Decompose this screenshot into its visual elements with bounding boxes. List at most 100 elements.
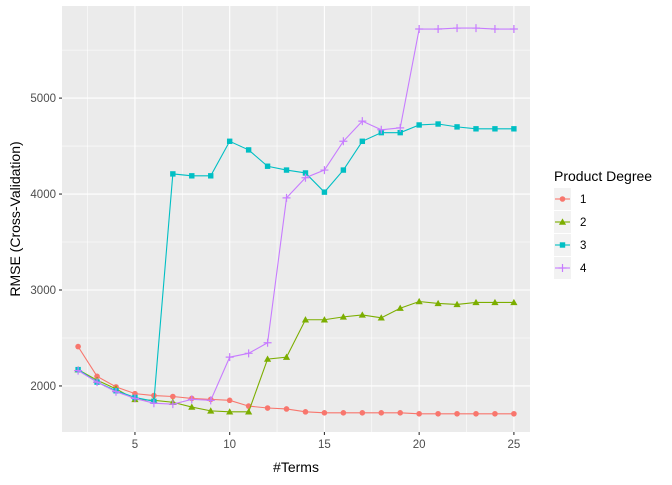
x-axis: 5 10 15 20 25 xyxy=(132,432,520,451)
legend-item-4: 4 xyxy=(554,257,587,279)
data-point-4 xyxy=(415,25,424,34)
data-point-4 xyxy=(282,193,291,202)
data-point-1 xyxy=(416,410,422,417)
series-4 xyxy=(74,24,518,409)
data-point-2 xyxy=(453,300,461,308)
data-point-4 xyxy=(263,338,272,347)
legend-label: 1 xyxy=(580,194,586,206)
legend-key-marker xyxy=(559,242,566,248)
data-point-4 xyxy=(472,24,480,33)
data-point-2 xyxy=(434,299,442,307)
legend-label: 4 xyxy=(580,263,587,275)
series-line-3 xyxy=(77,123,514,402)
data-point-1 xyxy=(264,405,271,411)
data-point-1 xyxy=(340,410,347,416)
data-point-3 xyxy=(264,163,271,169)
data-point-2 xyxy=(226,408,234,415)
data-point-4 xyxy=(453,24,462,33)
data-point-1 xyxy=(435,410,441,417)
data-point-3 xyxy=(208,173,214,179)
data-point-3 xyxy=(170,171,176,177)
data-point-3 xyxy=(454,124,460,130)
data-point-3 xyxy=(189,173,195,179)
x-tick-label: 25 xyxy=(507,439,520,451)
data-point-3 xyxy=(321,189,328,195)
legend-key-marker xyxy=(559,196,566,202)
data-point-1 xyxy=(454,410,460,417)
data-point-1 xyxy=(321,410,328,416)
data-point-3 xyxy=(397,129,403,136)
data-point-4 xyxy=(244,349,253,358)
data-point-4 xyxy=(225,353,234,362)
plot-panel xyxy=(62,6,530,432)
data-point-4 xyxy=(187,395,196,404)
data-point-3 xyxy=(511,126,517,132)
data-point-4 xyxy=(509,25,518,34)
data-point-3 xyxy=(435,121,441,127)
legend-items: 1 2 3 4 xyxy=(554,188,587,279)
data-point-1 xyxy=(302,409,309,415)
y-axis-title: RMSE (Cross-Validation) xyxy=(7,141,23,296)
data-point-2 xyxy=(188,403,196,410)
y-tick-label: 4000 xyxy=(30,189,56,201)
data-point-4 xyxy=(339,137,348,146)
data-point-4 xyxy=(168,400,177,409)
data-point-4 xyxy=(358,117,367,126)
data-point-1 xyxy=(473,410,479,417)
legend-key-marker xyxy=(558,218,567,225)
data-point-1 xyxy=(170,393,176,400)
y-tick-label: 5000 xyxy=(30,93,56,105)
y-tick-label: 2000 xyxy=(30,381,56,393)
series-layer xyxy=(74,24,518,417)
data-point-3 xyxy=(226,138,233,144)
legend-title: Product Degree xyxy=(554,168,652,184)
data-point-1 xyxy=(378,410,385,416)
data-point-1 xyxy=(397,410,404,416)
data-point-2 xyxy=(358,311,366,318)
data-point-2 xyxy=(415,297,423,305)
data-point-3 xyxy=(416,122,422,128)
data-point-2 xyxy=(263,355,272,362)
data-point-4 xyxy=(320,166,329,175)
data-point-4 xyxy=(74,366,83,375)
data-point-2 xyxy=(282,353,291,360)
legend-label: 3 xyxy=(580,240,586,252)
data-point-2 xyxy=(245,408,253,415)
data-point-1 xyxy=(359,410,366,416)
data-point-2 xyxy=(472,298,480,306)
data-point-4 xyxy=(377,125,386,134)
data-point-2 xyxy=(301,316,310,323)
series-line-1 xyxy=(77,346,514,415)
data-point-2 xyxy=(396,304,404,311)
data-point-2 xyxy=(377,314,385,321)
data-point-4 xyxy=(490,25,499,34)
data-point-3 xyxy=(302,170,309,176)
x-tick-label: 5 xyxy=(132,439,138,451)
data-point-1 xyxy=(94,373,100,380)
grid-major xyxy=(62,6,530,432)
x-axis-title: #Terms xyxy=(273,459,319,475)
data-point-3 xyxy=(283,167,290,173)
data-point-3 xyxy=(340,167,347,173)
data-point-4 xyxy=(301,173,310,182)
data-point-3 xyxy=(245,147,252,153)
data-point-4 xyxy=(112,387,120,396)
data-point-1 xyxy=(511,410,517,417)
data-point-4 xyxy=(93,378,102,387)
legend: Product Degree 1 2 3 4 xyxy=(554,168,652,279)
data-point-4 xyxy=(396,123,405,132)
data-point-1 xyxy=(75,343,81,350)
series-1 xyxy=(75,343,517,417)
data-point-4 xyxy=(434,25,443,34)
x-tick-label: 10 xyxy=(223,439,236,451)
legend-key-marker xyxy=(558,264,567,272)
y-tick-label: 3000 xyxy=(30,285,56,297)
data-point-3 xyxy=(359,138,366,144)
y-axis: 2000 3000 4000 5000 xyxy=(30,93,62,393)
data-point-2 xyxy=(207,407,215,414)
data-point-2 xyxy=(510,298,518,306)
data-point-1 xyxy=(283,406,290,412)
legend-label: 2 xyxy=(580,217,586,229)
